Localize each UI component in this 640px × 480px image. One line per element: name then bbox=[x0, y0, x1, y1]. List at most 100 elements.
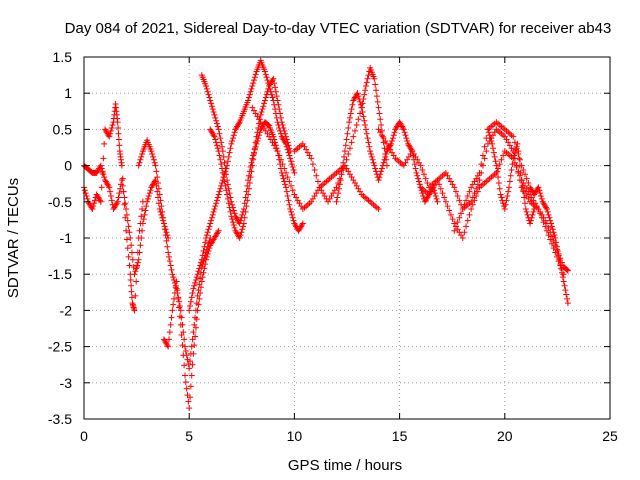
data-point bbox=[343, 156, 350, 163]
data-point bbox=[166, 253, 173, 260]
data-point bbox=[84, 195, 91, 202]
data-point bbox=[277, 156, 284, 163]
data-point bbox=[124, 217, 131, 224]
data-point bbox=[251, 74, 258, 81]
data-point bbox=[529, 211, 536, 218]
data-point bbox=[133, 278, 140, 285]
data-point bbox=[101, 140, 108, 147]
data-point bbox=[346, 119, 353, 126]
data-point bbox=[356, 95, 363, 102]
data-point bbox=[155, 185, 162, 192]
data-point bbox=[149, 151, 156, 158]
data-point bbox=[516, 156, 523, 163]
data-point bbox=[116, 190, 123, 197]
data-point bbox=[537, 193, 544, 200]
data-point bbox=[221, 178, 228, 185]
data-point bbox=[563, 291, 570, 298]
data-point bbox=[108, 124, 115, 131]
data-point bbox=[289, 187, 296, 194]
data-point bbox=[190, 350, 197, 357]
data-point bbox=[488, 137, 495, 144]
data-point bbox=[150, 156, 157, 163]
data-point bbox=[213, 117, 220, 124]
chart-title: Day 084 of 2021, Sidereal Day-to-day VTE… bbox=[65, 20, 612, 37]
data-point bbox=[288, 208, 295, 215]
data-point bbox=[139, 198, 146, 205]
data-point bbox=[373, 168, 380, 175]
data-point bbox=[134, 263, 141, 270]
data-point bbox=[196, 265, 203, 272]
data-point bbox=[279, 161, 286, 168]
data-point bbox=[503, 197, 510, 204]
data-point bbox=[182, 347, 189, 354]
data-point bbox=[452, 188, 459, 195]
data-point bbox=[245, 185, 252, 192]
data-point bbox=[214, 229, 221, 236]
data-point bbox=[252, 71, 259, 78]
data-point bbox=[108, 197, 115, 204]
data-point bbox=[382, 153, 389, 160]
data-point bbox=[378, 165, 385, 172]
data-point bbox=[170, 301, 177, 308]
data-point bbox=[364, 75, 371, 82]
data-point bbox=[194, 271, 201, 278]
data-point bbox=[560, 278, 567, 285]
data-point bbox=[126, 262, 133, 269]
data-point bbox=[564, 295, 571, 302]
data-point bbox=[188, 372, 195, 379]
data-point bbox=[176, 313, 183, 320]
data-point bbox=[410, 152, 417, 159]
data-point bbox=[282, 181, 289, 188]
data-point bbox=[464, 193, 471, 200]
data-point bbox=[483, 148, 490, 155]
data-point bbox=[230, 207, 237, 214]
data-point bbox=[214, 123, 221, 130]
data-point bbox=[187, 298, 194, 305]
x-tick-label: 20 bbox=[497, 428, 513, 444]
series-sat-g bbox=[207, 75, 294, 241]
data-point bbox=[545, 211, 552, 218]
data-point bbox=[403, 135, 410, 142]
data-point bbox=[189, 336, 196, 343]
data-point bbox=[179, 342, 186, 349]
data-point bbox=[333, 198, 340, 205]
data-point bbox=[231, 210, 238, 217]
data-point bbox=[134, 259, 141, 266]
data-point bbox=[227, 194, 234, 201]
data-point bbox=[422, 175, 429, 182]
data-point bbox=[115, 194, 122, 201]
data-point bbox=[237, 217, 244, 224]
data-point bbox=[521, 171, 528, 178]
data-point bbox=[206, 245, 213, 252]
data-point bbox=[247, 174, 254, 181]
data-point bbox=[370, 159, 377, 166]
data-point bbox=[165, 343, 172, 350]
data-point bbox=[276, 106, 283, 113]
data-point bbox=[378, 168, 385, 175]
data-point bbox=[258, 109, 265, 116]
data-point bbox=[128, 249, 135, 256]
data-point bbox=[192, 279, 199, 286]
data-point bbox=[368, 153, 375, 160]
data-point bbox=[419, 166, 426, 173]
data-point bbox=[191, 282, 198, 289]
data-point bbox=[209, 211, 216, 218]
data-point bbox=[309, 161, 316, 168]
data-point bbox=[100, 171, 107, 178]
data-point bbox=[521, 194, 528, 201]
data-point bbox=[416, 181, 423, 188]
data-point bbox=[208, 100, 215, 107]
data-point bbox=[200, 269, 207, 276]
data-point bbox=[523, 175, 530, 182]
data-point bbox=[229, 216, 236, 223]
data-point bbox=[213, 120, 220, 127]
data-point bbox=[521, 200, 528, 207]
data-point bbox=[432, 193, 439, 200]
data-point bbox=[446, 207, 453, 214]
data-point bbox=[209, 106, 216, 113]
data-point bbox=[286, 152, 293, 159]
data-point bbox=[124, 245, 131, 252]
data-point bbox=[183, 385, 190, 392]
data-point bbox=[511, 149, 518, 156]
data-point bbox=[224, 191, 231, 198]
